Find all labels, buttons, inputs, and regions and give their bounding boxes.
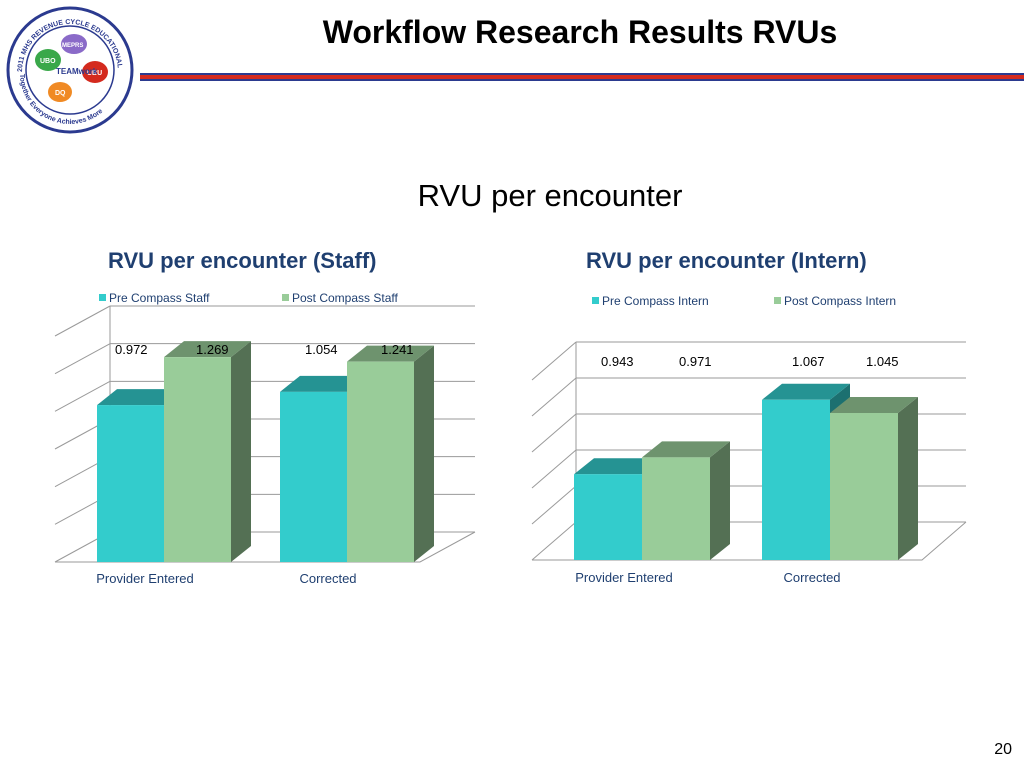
hand-icon-green: UBO — [35, 49, 61, 71]
bar-top-1-1 — [347, 345, 434, 362]
legend-label: Post Compass Staff — [292, 291, 398, 305]
data-label: 0.943 — [601, 354, 634, 369]
bar-top-1-1 — [830, 397, 918, 413]
side-wall-line — [531, 413, 577, 453]
legend-swatch — [774, 297, 781, 304]
legend-label: Pre Compass Intern — [602, 294, 709, 308]
legend-swatch — [99, 294, 106, 301]
side-wall-line — [54, 305, 111, 337]
bar-1-1 — [830, 413, 898, 560]
legend-label: Post Compass Intern — [784, 294, 896, 308]
data-label: 0.972 — [115, 342, 148, 357]
hand-icon-orange: DQ — [48, 82, 72, 102]
bar-0-1 — [642, 457, 710, 560]
slide-subtitle: RVU per encounter — [417, 178, 683, 213]
data-label: 1.269 — [196, 342, 229, 357]
hand-icon-purple: MEPRS — [61, 34, 87, 54]
side-wall-line — [54, 380, 111, 412]
bar-side-0-1 — [710, 441, 730, 560]
bar-1-1 — [347, 361, 414, 562]
svg-text:DQ: DQ — [55, 90, 66, 97]
side-wall-line — [531, 341, 577, 381]
legend-swatch — [282, 294, 289, 301]
bar-0-1 — [164, 357, 231, 562]
legend-label: Pre Compass Staff — [109, 291, 210, 305]
data-label: 1.045 — [866, 354, 899, 369]
data-label: 1.054 — [305, 342, 338, 357]
side-wall-line — [531, 377, 577, 417]
bar-side-1-1 — [414, 345, 434, 562]
svg-text:MEPRS: MEPRS — [62, 43, 83, 49]
bar-side-0-1 — [231, 341, 251, 562]
bar-0-0 — [574, 474, 642, 560]
side-wall-line — [531, 521, 577, 561]
data-label: 0.971 — [679, 354, 712, 369]
category-label: Corrected — [299, 571, 356, 586]
data-label: 1.067 — [792, 354, 825, 369]
bar-side-1-1 — [898, 397, 918, 560]
bar-0-0 — [97, 405, 164, 562]
category-label: Provider Entered — [575, 570, 673, 585]
svg-text:UBU: UBU — [87, 70, 102, 77]
slide-title: Workflow Research Results RVUs — [322, 14, 838, 50]
data-label: 1.241 — [381, 342, 414, 357]
conference-logo: 2011 MHS REVENUE CYCLE EDUCATIONAL CONFE… — [0, 0, 134, 134]
bar-top-1-0 — [762, 383, 850, 400]
legend-swatch — [592, 297, 599, 304]
side-wall-line — [531, 485, 577, 525]
bar-top-0-1 — [164, 341, 251, 358]
category-label: Provider Entered — [96, 571, 194, 586]
logo-center-text: TEAMwork — [56, 67, 98, 76]
bar-top-1-0 — [280, 375, 367, 392]
side-wall-line — [531, 449, 577, 489]
page-number: 20 — [994, 741, 1012, 758]
chart-title-intern: RVU per encounter (Intern) — [586, 248, 867, 273]
chart-title-staff: RVU per encounter (Staff) — [108, 248, 377, 273]
bar-1-0 — [280, 391, 347, 562]
bar-top-0-1 — [642, 441, 730, 458]
hand-icon-red: UBU — [82, 61, 108, 83]
bar-1-0 — [762, 399, 830, 560]
side-wall-line — [54, 343, 111, 375]
svg-text:UBO: UBO — [40, 58, 56, 65]
bar-top-0-0 — [574, 458, 662, 475]
category-label: Corrected — [783, 570, 840, 585]
bar-top-0-0 — [97, 389, 184, 406]
title-divider — [140, 73, 1024, 81]
